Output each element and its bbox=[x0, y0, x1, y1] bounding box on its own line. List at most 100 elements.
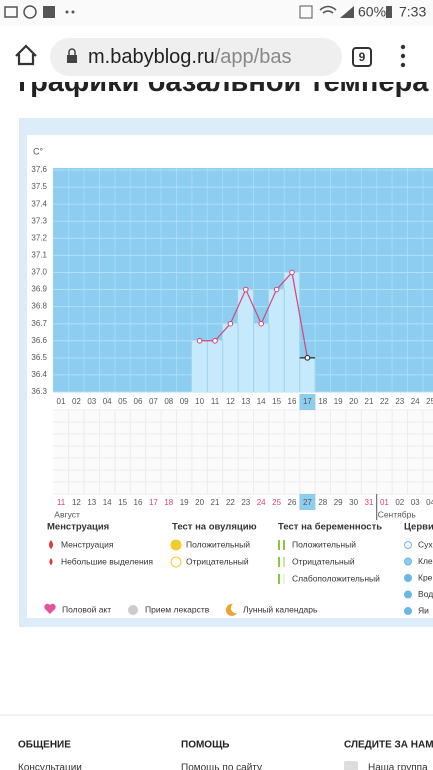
dots bbox=[65, 10, 69, 14]
legend-extra: Лунный календарь bbox=[243, 604, 318, 614]
footer-link: Наша группа bbox=[368, 763, 428, 770]
date-label: 04 bbox=[426, 498, 433, 507]
legend-icon bbox=[49, 540, 53, 549]
x-tick-label: 15 bbox=[272, 397, 281, 406]
legend-item: Кре bbox=[418, 572, 433, 582]
url-bar[interactable] bbox=[50, 38, 342, 76]
x-tick-label: 19 bbox=[334, 397, 343, 406]
legend-item: Вод bbox=[418, 589, 433, 599]
legend-icon bbox=[404, 590, 412, 599]
y-tick-label: 36.9 bbox=[31, 285, 47, 294]
legend-icon bbox=[44, 603, 56, 614]
url-host: m.babyblog.ru bbox=[88, 46, 215, 68]
date-label: 25 bbox=[272, 498, 281, 507]
gallery-icon bbox=[4, 6, 18, 18]
dots bbox=[71, 10, 75, 14]
menu-button[interactable] bbox=[400, 44, 406, 50]
x-tick-label: 24 bbox=[411, 397, 420, 406]
legend-icon bbox=[283, 574, 285, 584]
date-label: 18 bbox=[164, 498, 173, 507]
legend-title: Тест на овуляцию bbox=[172, 522, 257, 533]
date-label: 23 bbox=[241, 498, 250, 507]
legend-icon bbox=[128, 605, 138, 615]
date-label: 02 bbox=[395, 498, 404, 507]
date-label: 13 bbox=[87, 498, 96, 507]
wifi-icon bbox=[319, 5, 337, 14]
date-label: 24 bbox=[257, 498, 266, 507]
viber-icon bbox=[23, 5, 37, 19]
x-tick-label: 04 bbox=[103, 397, 112, 406]
legend-icon bbox=[278, 540, 280, 550]
date-label: 30 bbox=[349, 498, 358, 507]
legend-item: Небольшие выделения bbox=[61, 556, 153, 566]
temperature-point bbox=[227, 320, 234, 327]
date-label: 27 bbox=[303, 498, 312, 507]
battery: 60% bbox=[358, 4, 386, 20]
x-tick-label: 07 bbox=[149, 397, 158, 406]
y-tick-label: 37.4 bbox=[31, 199, 47, 208]
date-label: 22 bbox=[226, 498, 235, 507]
x-tick-label: 06 bbox=[134, 397, 143, 406]
temperature-fill bbox=[284, 272, 300, 392]
signal-icon bbox=[340, 6, 354, 18]
date-label: 19 bbox=[180, 498, 189, 507]
legend-item: Положительный bbox=[186, 539, 250, 549]
legend-icon bbox=[283, 540, 285, 550]
date-label: 16 bbox=[134, 498, 143, 507]
date-label: 31 bbox=[365, 498, 374, 507]
temperature-point bbox=[258, 320, 265, 327]
date-label: 20 bbox=[195, 498, 204, 507]
legend-icon bbox=[404, 557, 412, 566]
x-tick-label: 21 bbox=[365, 397, 374, 406]
y-tick-label: 36.5 bbox=[31, 353, 47, 362]
menu-button[interactable] bbox=[400, 53, 406, 59]
date-label: 21 bbox=[211, 498, 220, 507]
lock-icon bbox=[67, 55, 77, 63]
x-tick-label: 09 bbox=[180, 397, 189, 406]
x-tick-label: 11 bbox=[211, 397, 220, 406]
current-day bbox=[299, 394, 316, 410]
temperature-point bbox=[243, 286, 249, 293]
temperature-point bbox=[196, 337, 203, 344]
date-label: 17 bbox=[149, 498, 158, 507]
footer-title: ОБЩЕНИЕ bbox=[18, 740, 71, 751]
temperature-fill bbox=[268, 289, 285, 392]
temperature-point bbox=[304, 355, 311, 361]
y-tick-label: 37.2 bbox=[31, 233, 47, 242]
temperature-fill bbox=[238, 289, 254, 392]
legend-item: Сух bbox=[418, 539, 433, 549]
temperature-point bbox=[289, 269, 295, 276]
x-tick-label: 18 bbox=[318, 397, 327, 406]
temperature-fill bbox=[191, 340, 208, 392]
legend-extra: Прием лекарств bbox=[145, 604, 210, 614]
tabs-count: 9 bbox=[359, 50, 366, 64]
time: 7:33 bbox=[399, 4, 426, 20]
date-label: 29 bbox=[334, 498, 343, 507]
x-tick-label: 10 bbox=[195, 397, 204, 406]
home-button[interactable] bbox=[15, 44, 37, 66]
x-tick-label: 02 bbox=[72, 397, 81, 406]
x-tick-label: 12 bbox=[226, 397, 235, 406]
y-axis-label: C° bbox=[33, 146, 43, 156]
alarm-icon bbox=[299, 5, 313, 19]
y-tick-label: 36.8 bbox=[31, 302, 47, 311]
legend-item: Отрицательный bbox=[292, 556, 355, 566]
legend-icon bbox=[404, 541, 412, 549]
temperature-fill bbox=[253, 323, 269, 392]
legend-item: Кле bbox=[418, 556, 433, 566]
legend-icon bbox=[225, 603, 237, 616]
date-label: 11 bbox=[57, 498, 66, 507]
vk-icon bbox=[344, 761, 358, 770]
temperature-line bbox=[199, 271, 308, 358]
battery-icon bbox=[386, 6, 392, 18]
menu-button[interactable] bbox=[400, 62, 406, 68]
footer-title: СЛЕДИТЕ ЗА НАМИ bbox=[344, 740, 433, 751]
url: m.babyblog.ru/app/bas bbox=[88, 46, 291, 68]
tabs-button[interactable] bbox=[352, 47, 372, 67]
x-tick-label: 05 bbox=[118, 397, 127, 406]
x-tick-label: 17 bbox=[303, 397, 312, 406]
y-tick-label: 37.5 bbox=[31, 182, 47, 191]
legend-title: Тест на беременность bbox=[278, 522, 382, 533]
legend-item: Яи bbox=[418, 605, 429, 615]
temperature-fill bbox=[299, 357, 316, 392]
